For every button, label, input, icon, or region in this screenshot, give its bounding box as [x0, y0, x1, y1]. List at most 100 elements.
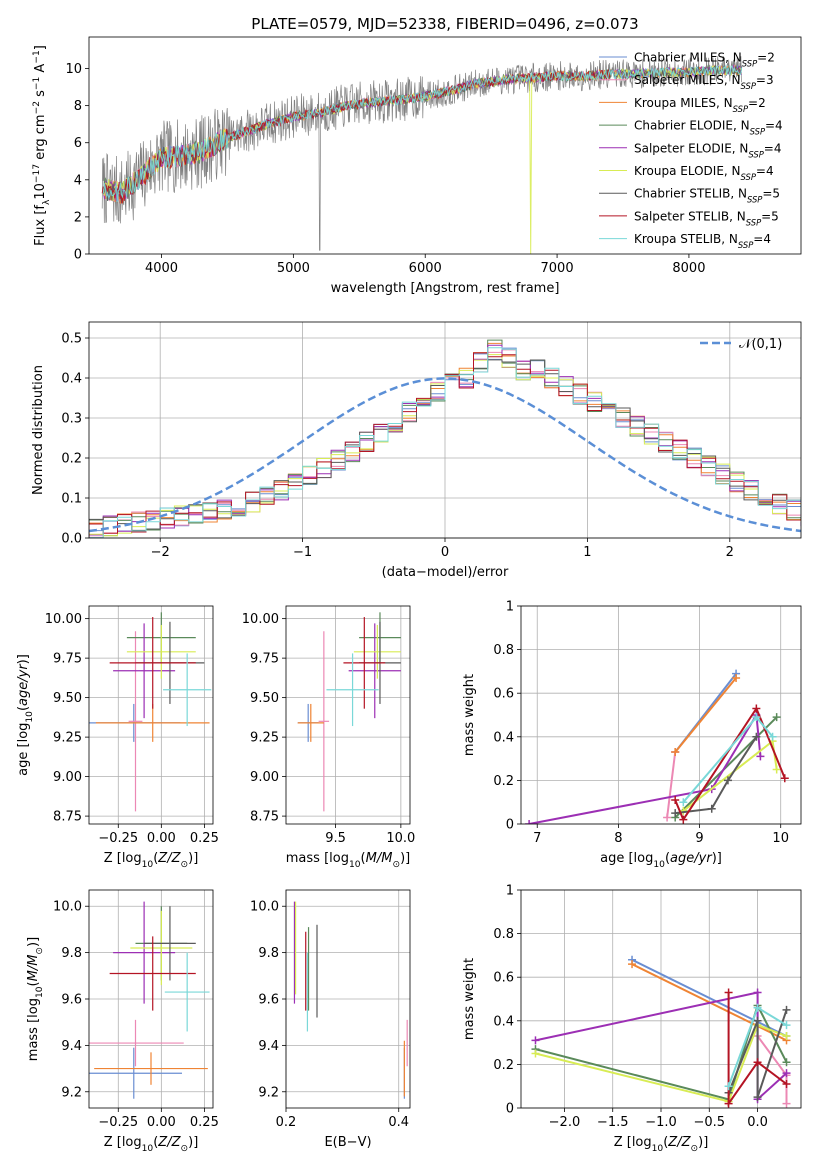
y-tick-label: 9.8	[61, 946, 82, 961]
x-tick-label: 9.5	[325, 831, 346, 846]
x-tick-label: 0.25	[190, 1115, 219, 1130]
spectrum-title: PLATE=0579, MJD=52338, FIBERID=0496, z=0…	[251, 15, 638, 33]
x-axis-label: Z [log10(Z/Z⊙)]	[104, 1135, 199, 1154]
axes-frame	[88, 605, 214, 825]
weight-marker	[531, 1036, 540, 1045]
weight-marker	[671, 748, 680, 757]
age-Z-plot-area	[89, 612, 212, 812]
weight-marker	[782, 1021, 791, 1030]
legend-entry: Salpeter STELIB, NSSP=5	[634, 209, 779, 227]
y-axis-label: mass [log10(M/M⊙)]	[26, 937, 45, 1061]
weight-age-plot-area	[525, 669, 789, 824]
y-axis-label: Normed distribution	[31, 365, 46, 495]
age-mass-plot-area	[297, 612, 401, 812]
y-tick-label: 0.3	[61, 412, 82, 427]
residuals-plot-area	[89, 339, 801, 538]
x-tick-label: 1	[583, 545, 591, 560]
y-axis-label: mass weight	[462, 958, 477, 1040]
x-tick-label: −1	[293, 545, 312, 560]
weight-line	[631, 958, 787, 1037]
y-tick-label: 0.4	[493, 730, 514, 745]
weight-marker	[723, 776, 732, 785]
weight-marker	[756, 752, 765, 761]
mass-Z-plot-area	[89, 901, 210, 1099]
y-tick-label: 0.8	[493, 643, 514, 658]
weight-line	[535, 1023, 787, 1103]
weight-marker	[782, 1099, 791, 1108]
axes-frame	[88, 889, 214, 1109]
mass-ebv-axes: 0.2 0.4 9.2 9.4 9.6 9.8 10.0 E(B−V)	[250, 889, 411, 1150]
legend-entry: Chabrier MILES, NSSP=2	[634, 51, 775, 69]
residuals-axes: −2 −1 0 1 2 0.0 0.1 0.2 0.3 0.4 0.5 (data−model)/er…	[31, 321, 802, 580]
weight-line	[666, 751, 677, 818]
weight-marker	[752, 704, 761, 713]
y-tick-label: 10.00	[242, 612, 279, 627]
weight-marker	[671, 796, 680, 805]
legend-entry: Chabrier STELIB, NSSP=5	[634, 187, 780, 205]
y-tick-label: 4	[74, 173, 82, 188]
model-spectrum-line-8	[103, 64, 743, 202]
y-tick-label: 10.0	[250, 900, 279, 915]
y-axis-label: Flux [fλ10−17 erg cm−2 s−1 A−1]	[32, 45, 52, 246]
x-tick-label: 8	[614, 831, 622, 846]
residual-histogram-8	[89, 347, 801, 538]
y-tick-label: 0.0	[61, 532, 82, 547]
weight-Z-plot-area	[531, 955, 791, 1108]
weight-marker	[768, 732, 777, 741]
spectrum-plot-area	[101, 56, 743, 254]
y-tick-label: 10.0	[53, 900, 82, 915]
residual-legend: 𝒩(0,1)	[700, 337, 782, 352]
y-tick-label: 0	[74, 248, 82, 263]
x-tick-label: 9	[695, 831, 703, 846]
y-tick-label: 9.50	[250, 691, 279, 706]
legend-entry: Salpeter ELODIE, NSSP=4	[634, 141, 782, 159]
weight-Z-axes: −2.0 −1.5 −1.0 −0.5 0.0 0 0.2 0.4 0.6 0.8 1 Z [log1…	[462, 884, 802, 1154]
x-axis-label: wavelength [Angstrom, rest frame]	[331, 281, 560, 296]
weight-marker	[724, 988, 733, 997]
x-tick-label: −1.0	[645, 1115, 677, 1130]
normal-reference-curve	[89, 377, 801, 533]
weight-marker	[752, 713, 761, 722]
axes-frame	[285, 605, 411, 825]
weight-marker	[780, 774, 789, 783]
weight-marker	[628, 960, 637, 969]
weight-marker	[531, 1049, 540, 1058]
y-tick-label: 0.6	[493, 687, 514, 702]
x-tick-label: 4000	[145, 261, 178, 276]
weight-marker	[679, 815, 688, 824]
x-tick-label: 6000	[409, 261, 442, 276]
weight-line	[674, 706, 786, 822]
legend-entry: Kroupa MILES, NSSP=2	[634, 96, 766, 114]
weight-marker	[753, 1003, 762, 1012]
y-tick-label: 0.6	[493, 971, 514, 986]
x-axis-label: Z [log10(Z/Z⊙)]	[614, 1135, 709, 1154]
x-tick-label: −0.25	[98, 1115, 138, 1130]
weight-marker	[782, 1080, 791, 1089]
x-tick-label: 7	[533, 831, 541, 846]
legend-entry: Chabrier ELODIE, NSSP=4	[634, 119, 783, 137]
y-tick-label: 0	[506, 1102, 514, 1117]
weight-line	[674, 677, 737, 753]
x-tick-label: 0.00	[147, 1115, 176, 1130]
y-tick-label: 6	[74, 136, 82, 151]
y-tick-label: 2	[74, 210, 82, 225]
x-axis-label: mass [log10(M/M⊙)]	[286, 851, 410, 870]
x-tick-label: 0.0	[747, 1115, 768, 1130]
y-tick-label: 9.6	[258, 993, 279, 1008]
axes-frame	[88, 321, 802, 539]
weight-line	[528, 711, 762, 824]
x-tick-label: 5000	[277, 261, 310, 276]
x-tick-label: 0	[441, 545, 449, 560]
axes-frame	[285, 889, 411, 1109]
y-tick-label: 0.2	[493, 1058, 514, 1073]
mass-ebv-plot-area	[293, 901, 408, 1099]
x-tick-label: 10.0	[386, 831, 415, 846]
weight-marker	[782, 1005, 791, 1014]
weight-marker	[671, 809, 680, 818]
y-tick-label: 9.50	[53, 691, 82, 706]
x-axis-label: E(B−V)	[324, 1135, 371, 1150]
y-tick-label: 0.2	[493, 774, 514, 789]
weight-marker	[772, 713, 781, 722]
y-tick-label: 0.1	[61, 492, 82, 507]
